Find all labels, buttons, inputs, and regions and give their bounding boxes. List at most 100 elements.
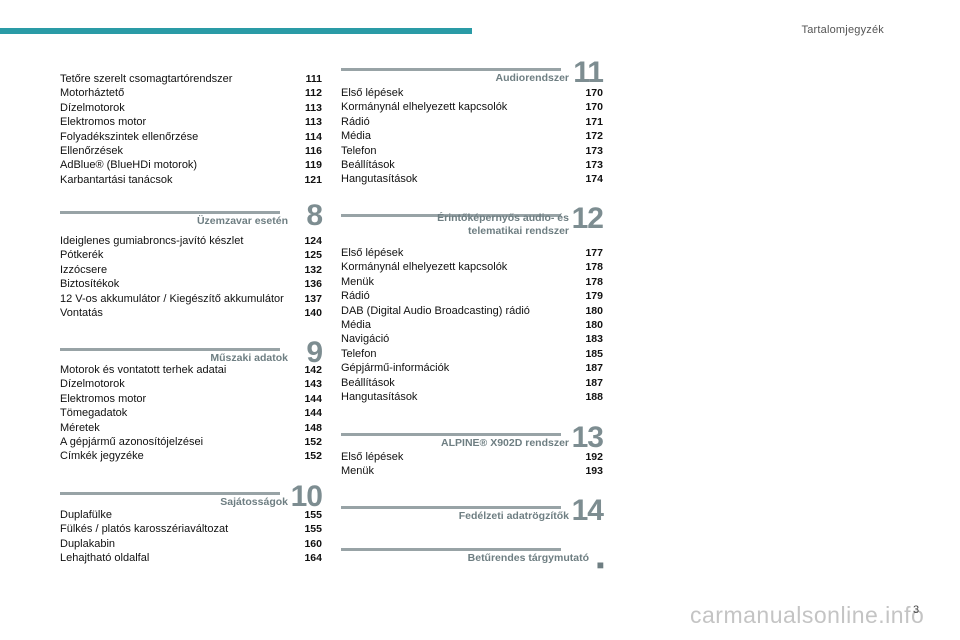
toc-entry[interactable]: Vontatás 140 bbox=[60, 306, 322, 320]
toc-entry[interactable]: Karbantartási tanácsok 121 bbox=[60, 173, 322, 187]
toc-entry-page: 180 bbox=[585, 304, 603, 317]
toc-entry-page: 137 bbox=[304, 292, 322, 305]
toc-entry-page: 144 bbox=[304, 407, 322, 420]
toc-entry-page: 170 bbox=[585, 101, 603, 114]
top-accent-bar bbox=[0, 28, 472, 34]
toc-entry[interactable]: Lehajtható oldalfal 164 bbox=[60, 551, 322, 565]
toc-entry-label: Beállítások bbox=[341, 376, 395, 389]
toc-entry[interactable]: Első lépések 170 bbox=[341, 86, 603, 100]
toc-entry[interactable]: Fülkés / platós karosszériaváltozat 155 bbox=[60, 522, 322, 536]
toc-entry[interactable]: Izzócsere 132 bbox=[60, 263, 322, 277]
toc-entry[interactable]: Média 180 bbox=[341, 318, 603, 332]
toc-entry[interactable]: Navigáció 183 bbox=[341, 332, 603, 346]
section-divider bbox=[60, 492, 280, 495]
section-divider bbox=[341, 68, 561, 71]
toc-entry[interactable]: Duplafülke 155 bbox=[60, 508, 322, 522]
toc-entry-label: Telefon bbox=[341, 347, 377, 360]
toc-entry[interactable]: Motorok és vontatott terhek adatai 142 bbox=[60, 363, 322, 377]
toc-entry-label: Tetőre szerelt csomagtartórendszer bbox=[60, 73, 233, 85]
toc-entry-label: Kormánynál elhelyezett kapcsolók bbox=[341, 261, 508, 274]
section-title: ALPINE® X902D rendszer bbox=[441, 437, 569, 449]
watermark-text: carmanualsonline.info bbox=[690, 602, 925, 628]
section-number: 13 bbox=[571, 421, 604, 454]
toc-entry[interactable]: Elektromos motor 113 bbox=[60, 115, 322, 129]
toc-entry-label: Navigáció bbox=[341, 333, 390, 346]
toc-entry[interactable]: DAB (Digital Audio Broadcasting) rádió 18… bbox=[341, 304, 603, 318]
toc-entry-label: Beállítások bbox=[341, 158, 395, 171]
toc-entry[interactable]: Média 172 bbox=[341, 129, 603, 143]
toc-entry-label: Kormánynál elhelyezett kapcsolók bbox=[341, 101, 508, 114]
toc-entry-label: Biztosítékok bbox=[60, 278, 120, 291]
toc-entry[interactable]: Rádió 179 bbox=[341, 289, 603, 303]
toc-entry[interactable]: Beállítások 173 bbox=[341, 158, 603, 172]
toc-entry-page: 178 bbox=[585, 261, 603, 274]
toc-entry[interactable]: Gépjármű-információk 187 bbox=[341, 361, 603, 375]
toc-entry[interactable]: Folyadékszintek ellenőrzése 114 bbox=[60, 130, 322, 144]
toc-entry-label: Motorháztető bbox=[60, 87, 125, 100]
toc-entry-page: 155 bbox=[304, 509, 322, 521]
toc-entry[interactable]: Ideiglenes gumiabroncs-javító készlet 124 bbox=[60, 234, 322, 248]
toc-entry[interactable]: Első lépések 177 bbox=[341, 246, 603, 260]
toc-entry-label: Fülkés / platós karosszériaváltozat bbox=[60, 523, 229, 536]
section-title: Betűrendes tárgymutató bbox=[467, 552, 589, 564]
toc-entry[interactable]: Duplakabin 160 bbox=[60, 537, 322, 551]
toc-list-10: Duplafülke 155 Fülkés / platós karosszéri… bbox=[60, 508, 322, 566]
toc-entry-page: 113 bbox=[305, 101, 322, 114]
toc-entry[interactable]: Elektromos motor 144 bbox=[60, 392, 322, 406]
toc-entry-page: 113 bbox=[305, 116, 322, 129]
toc-entry-label: Média bbox=[341, 318, 371, 331]
toc-entry-label: Hangutasítások bbox=[341, 173, 418, 186]
toc-entry[interactable]: A gépjármű azonosítójelzései 152 bbox=[60, 435, 322, 449]
toc-entry[interactable]: Dízelmotorok 143 bbox=[60, 377, 322, 391]
toc-entry-page: 192 bbox=[585, 451, 603, 463]
toc-entry[interactable]: Első lépések 192 bbox=[341, 450, 603, 464]
toc-entry[interactable]: Kormánynál elhelyezett kapcsolók 170 bbox=[341, 100, 603, 114]
toc-list-8: Ideiglenes gumiabroncs-javító készlet 124… bbox=[60, 234, 322, 320]
toc-entry[interactable]: Menük 193 bbox=[341, 464, 603, 478]
toc-entry-page: 187 bbox=[585, 376, 603, 389]
toc-entry[interactable]: Biztosítékok 136 bbox=[60, 277, 322, 291]
section-title: Üzemzavar esetén bbox=[196, 215, 288, 227]
toc-entry-label: Rádió bbox=[341, 290, 370, 303]
toc-entry-page: 173 bbox=[585, 144, 603, 157]
toc-entry[interactable]: Menük 178 bbox=[341, 275, 603, 289]
toc-entry-label: Méretek bbox=[60, 421, 100, 434]
toc-entry[interactable]: 12 V-os akkumulátor / Kiegészítő akkumul… bbox=[60, 292, 322, 306]
page-header-title: Tartalomjegyzék bbox=[801, 24, 884, 36]
toc-entry-page: 193 bbox=[585, 465, 603, 478]
square-bullet-icon: ■ bbox=[596, 558, 604, 572]
toc-entry-page: 185 bbox=[585, 347, 603, 360]
toc-entry[interactable]: Beállítások 187 bbox=[341, 376, 603, 390]
toc-entry[interactable]: Telefon 185 bbox=[341, 347, 603, 361]
section-divider bbox=[60, 211, 280, 214]
toc-entry-label: Rádió bbox=[341, 115, 370, 128]
toc-entry-page: 114 bbox=[305, 130, 322, 143]
section-divider bbox=[341, 214, 561, 217]
toc-entry[interactable]: Kormánynál elhelyezett kapcsolók 178 bbox=[341, 260, 603, 274]
section-number: 14 bbox=[571, 494, 604, 527]
toc-entry[interactable]: Rádió 171 bbox=[341, 115, 603, 129]
toc-entry-page: 171 bbox=[585, 115, 603, 128]
toc-entry[interactable]: Hangutasítások 174 bbox=[341, 172, 603, 186]
toc-entry-label: Telefon bbox=[341, 144, 377, 157]
toc-entry-page: 124 bbox=[304, 235, 322, 247]
section-divider bbox=[60, 348, 280, 351]
toc-entry-label: Média bbox=[341, 130, 371, 143]
toc-entry[interactable]: AdBlue® (BlueHDi motorok) 119 bbox=[60, 158, 322, 172]
toc-entry[interactable]: Motorháztető 112 bbox=[60, 86, 322, 100]
toc-entry-label: AdBlue® (BlueHDi motorok) bbox=[60, 159, 198, 172]
toc-entry[interactable]: Tömegadatok 144 bbox=[60, 406, 322, 420]
toc-entry[interactable]: Tetőre szerelt csomagtartórendszer 111 bbox=[60, 72, 322, 86]
toc-entry-label: Izzócsere bbox=[60, 263, 108, 276]
toc-entry[interactable]: Méretek 148 bbox=[60, 421, 322, 435]
toc-entry[interactable]: Hangutasítások 188 bbox=[341, 390, 603, 404]
toc-entry[interactable]: Címkék jegyzéke 152 bbox=[60, 449, 322, 463]
toc-entry-page: 112 bbox=[305, 87, 322, 100]
toc-entry[interactable]: Dízelmotorok 113 bbox=[60, 101, 322, 115]
toc-entry[interactable]: Pótkerék 125 bbox=[60, 248, 322, 262]
toc-entry-label: DAB (Digital Audio Broadcasting) rádió bbox=[341, 304, 530, 317]
toc-entry[interactable]: Telefon 173 bbox=[341, 144, 603, 158]
toc-entry[interactable]: Ellenőrzések 116 bbox=[60, 144, 322, 158]
toc-entry-label: Hangutasítások bbox=[341, 390, 418, 403]
toc-entry-label: Elektromos motor bbox=[60, 392, 147, 405]
